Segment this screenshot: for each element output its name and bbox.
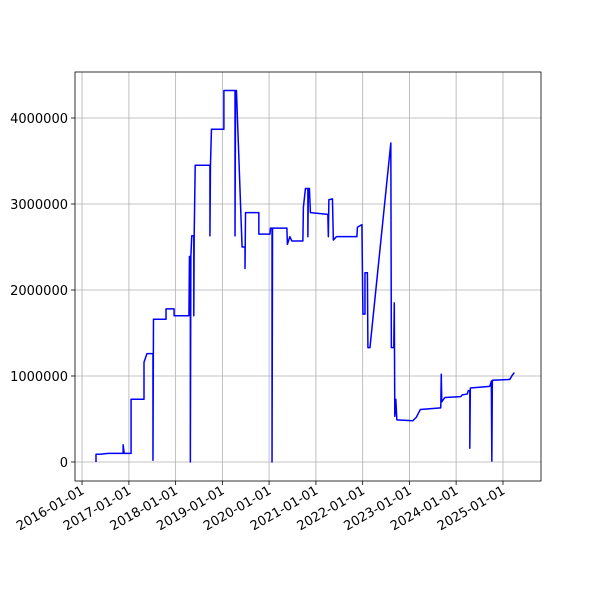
y-tick-label: 3000000: [10, 198, 68, 213]
y-tick-label: 0: [60, 456, 68, 471]
data-line: [95, 89, 515, 463]
y-tick-label: 4000000: [10, 112, 68, 127]
y-tick-label: 1000000: [10, 370, 68, 385]
plot-frame: [74, 71, 542, 482]
y-tick-label: 2000000: [10, 284, 68, 299]
